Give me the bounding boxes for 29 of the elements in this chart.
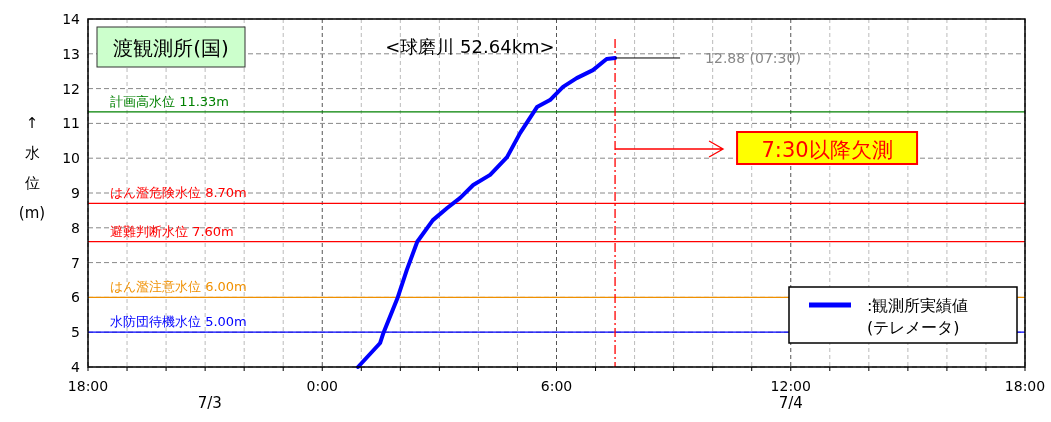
y-tick-label: 10 <box>62 150 80 167</box>
annotation: 7:30以降欠測 <box>761 138 893 162</box>
x-tick-label: 6:00 <box>540 378 573 394</box>
text: 7/4 <box>778 394 803 412</box>
y-tick-label: 14 <box>62 11 81 27</box>
y-tick-label: 12 <box>62 80 80 97</box>
ref-line-label: 水防団待機水位 5.00m <box>110 314 247 330</box>
text: 渡観測所(国) <box>113 36 229 60</box>
legend-label: :観測所実績値 (テレメータ) <box>867 296 969 337</box>
ref-line-label: 計画高水位 11.33m <box>110 93 230 109</box>
x-tick-label: 18:00 <box>1004 378 1046 394</box>
annotation: 12.88 (07:30) <box>705 49 801 66</box>
x-tick-label: 12:00 <box>770 378 811 394</box>
text: <球磨川 52.64km> <box>385 36 555 57</box>
x-tick-label: 18:00 <box>67 378 109 394</box>
y-tick-label: 11 <box>62 115 80 132</box>
y-tick-label: 8 <box>71 219 80 236</box>
y-tick-label: 9 <box>71 185 80 201</box>
y-tick-label: 7 <box>71 254 80 271</box>
ref-line-label: はん濫危険水位 8.70m <box>110 185 247 201</box>
x-tick-label: 0:00 <box>306 378 338 394</box>
ref-line-label: はん濫注意水位 6.00m <box>110 279 247 295</box>
y-tick-label: 4 <box>71 359 81 375</box>
y-tick-label: 13 <box>62 45 80 62</box>
text: 7/3 <box>197 394 222 412</box>
y-axis-title: ↑水位(m) <box>18 114 46 222</box>
y-tick-label: 5 <box>71 324 80 341</box>
ref-line-label: 避難判断水位 7.60m <box>110 223 234 239</box>
y-tick-label: 6 <box>71 289 81 306</box>
